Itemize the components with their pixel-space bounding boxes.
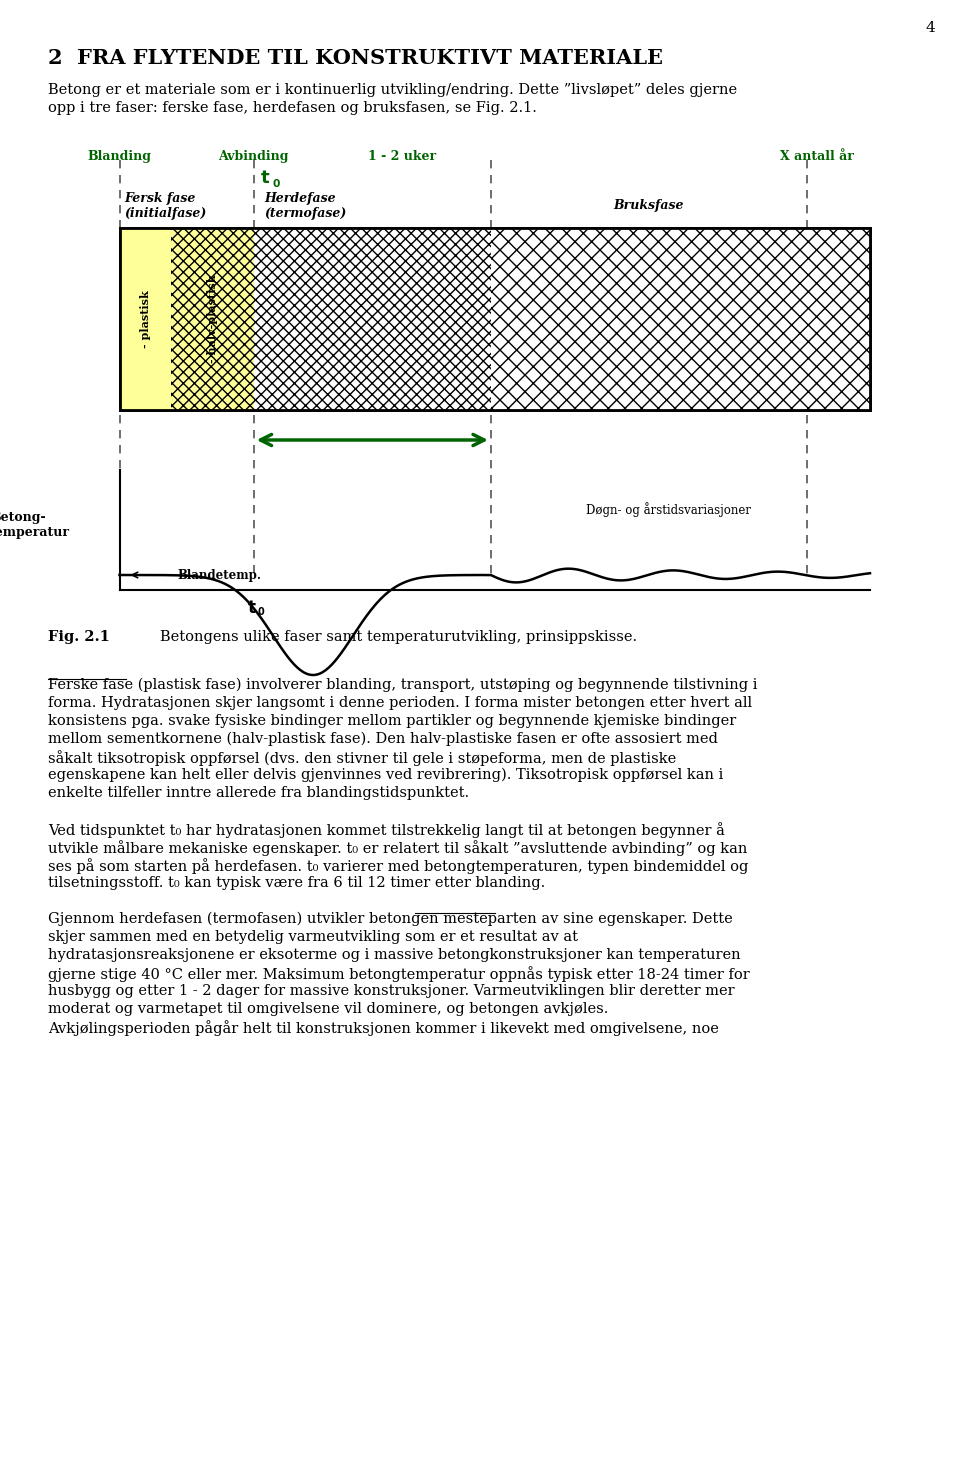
Bar — [119, 228, 870, 410]
Text: - halv-plastisk: - halv-plastisk — [206, 275, 218, 363]
Bar — [119, 228, 870, 410]
Text: Bruksfase: Bruksfase — [613, 198, 684, 212]
Text: Avkjølingsperioden pågår helt til konstruksjonen kommer i likevekt med omgivelse: Avkjølingsperioden pågår helt til konstr… — [48, 1019, 719, 1036]
Text: Blanding: Blanding — [87, 150, 152, 163]
Text: gjerne stige 40 °C eller mer. Maksimum betongtemperatur oppnås typisk etter 18-2: gjerne stige 40 °C eller mer. Maksimum b… — [48, 967, 750, 981]
Text: moderat og varmetapet til omgivelsene vil dominere, og betongen avkjøles.: moderat og varmetapet til omgivelsene vi… — [48, 1002, 609, 1017]
Text: 1 - 2 uker: 1 - 2 uker — [369, 150, 437, 163]
Text: (initialfase): (initialfase) — [125, 207, 206, 219]
Bar — [171, 228, 253, 410]
Text: X antall år: X antall år — [780, 150, 853, 163]
Text: Betong-
temperatur: Betong- temperatur — [0, 511, 70, 539]
Text: Gjennom herdefasen (termofasen) utvikler betongen mesteparten av sine egenskaper: Gjennom herdefasen (termofasen) utvikler… — [48, 912, 732, 927]
Bar — [119, 228, 171, 410]
Bar — [491, 228, 870, 410]
Text: Døgn- og årstidsvariasjoner: Døgn- og årstidsvariasjoner — [587, 502, 752, 517]
Text: såkalt tiksotropisk oppførsel (dvs. den stivner til gele i støpeforma, men de pl: såkalt tiksotropisk oppførsel (dvs. den … — [48, 751, 676, 765]
Text: Betongens ulike faser samt temperaturutvikling, prinsippskisse.: Betongens ulike faser samt temperaturutv… — [160, 630, 637, 643]
Text: $\mathbf{_0}$: $\mathbf{_0}$ — [256, 604, 265, 618]
Text: - plastisk: - plastisk — [139, 289, 151, 348]
Text: $\mathbf{_0}$: $\mathbf{_0}$ — [272, 175, 281, 190]
Text: tilsetningsstoff. t₀ kan typisk være fra 6 til 12 timer etter blanding.: tilsetningsstoff. t₀ kan typisk være fra… — [48, 876, 545, 890]
Text: Betong er et materiale som er i kontinuerlig utvikling/endring. Dette ”livsløpet: Betong er et materiale som er i kontinue… — [48, 84, 737, 97]
Text: forma. Hydratasjonen skjer langsomt i denne perioden. I forma mister betongen et: forma. Hydratasjonen skjer langsomt i de… — [48, 696, 752, 710]
Text: skjer sammen med en betydelig varmeutvikling som er et resultat av at: skjer sammen med en betydelig varmeutvik… — [48, 930, 578, 945]
Text: husbygg og etter 1 - 2 dager for massive konstruksjoner. Varmeutviklingen blir d: husbygg og etter 1 - 2 dager for massive… — [48, 984, 734, 997]
Text: enkelte tilfeller inntre allerede fra blandingstidspunktet.: enkelte tilfeller inntre allerede fra bl… — [48, 786, 469, 801]
Text: hydratasjonsreaksjonene er eksoterme og i massive betongkonstruksjoner kan tempe: hydratasjonsreaksjonene er eksoterme og … — [48, 948, 740, 962]
Text: mellom sementkornene (halv-plastisk fase). Den halv-plastiske fasen er ofte asso: mellom sementkornene (halv-plastisk fase… — [48, 732, 718, 746]
Text: Avbinding: Avbinding — [219, 150, 289, 163]
Text: Ferske fase (plastisk fase) involverer blanding, transport, utstøping og begynne: Ferske fase (plastisk fase) involverer b… — [48, 679, 757, 692]
Text: Herdefase: Herdefase — [264, 191, 335, 204]
Text: 2  FRA FLYTENDE TIL KONSTRUKTIVT MATERIALE: 2 FRA FLYTENDE TIL KONSTRUKTIVT MATERIAL… — [48, 48, 663, 68]
Text: ses på som starten på herdefasen. t₀ varierer med betongtemperaturen, typen bind: ses på som starten på herdefasen. t₀ var… — [48, 858, 749, 874]
Text: $\mathbf{t}$: $\mathbf{t}$ — [247, 599, 256, 617]
Text: (termofase): (termofase) — [264, 207, 346, 219]
Text: Blandetemp.: Blandetemp. — [178, 569, 261, 582]
Text: konsistens pga. svake fysiske bindinger mellom partikler og begynnende kjemiske : konsistens pga. svake fysiske bindinger … — [48, 714, 736, 729]
Text: Ved tidspunktet t₀ har hydratasjonen kommet tilstrekkelig langt til at betongen : Ved tidspunktet t₀ har hydratasjonen kom… — [48, 823, 725, 837]
Text: Fig. 2.1: Fig. 2.1 — [48, 630, 109, 643]
Text: $\mathbf{t}$: $\mathbf{t}$ — [260, 169, 270, 187]
Text: utvikle målbare mekaniske egenskaper. t₀ er relatert til såkalt ”avsluttende avb: utvikle målbare mekaniske egenskaper. t₀… — [48, 840, 748, 856]
Text: Fersk fase: Fersk fase — [125, 191, 196, 204]
Text: opp i tre faser: ferske fase, herdefasen og bruksfasen, se Fig. 2.1.: opp i tre faser: ferske fase, herdefasen… — [48, 101, 537, 115]
Text: egenskapene kan helt eller delvis gjenvinnes ved revibrering). Tiksotropisk oppf: egenskapene kan helt eller delvis gjenvi… — [48, 768, 724, 783]
Text: 4: 4 — [925, 21, 935, 35]
Bar — [253, 228, 491, 410]
